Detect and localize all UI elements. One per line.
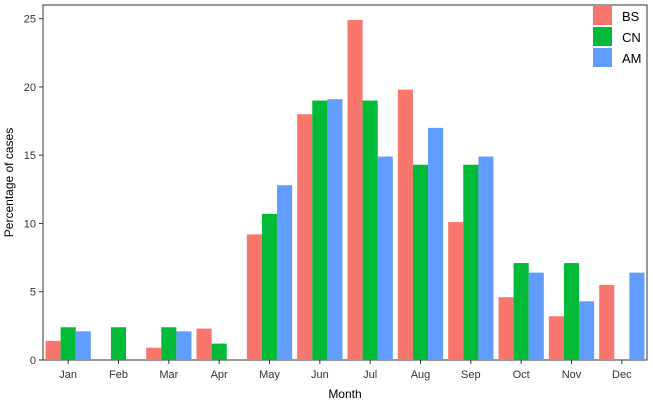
plot-panel	[42, 4, 648, 361]
bar-am-oct	[528, 272, 544, 360]
y-tick-label: 0	[30, 355, 36, 367]
x-tick-label-mar: Mar	[159, 369, 178, 381]
x-tick-label-nov: Nov	[562, 369, 582, 381]
x-tick-label-may: May	[259, 369, 280, 381]
bar-bs-aug	[397, 89, 413, 361]
bar-cn-may	[261, 213, 278, 360]
bar-am-jun	[327, 99, 343, 361]
bar-bs-dec	[599, 284, 615, 360]
bar-cn-jun	[312, 100, 328, 360]
bar-am-jan	[75, 331, 91, 360]
bar-cn-oct	[513, 263, 529, 360]
bar-cn-nov	[563, 263, 580, 360]
legend-label-am: AM	[622, 51, 642, 66]
bar-bs-mar	[146, 347, 162, 360]
legend-key-am	[593, 48, 612, 67]
bar-cn-sep	[463, 164, 479, 360]
x-tick-label-oct: Oct	[513, 369, 530, 381]
y-tick-label: 10	[24, 218, 36, 230]
bar-am-mar	[176, 331, 192, 360]
bar-bs-nov	[548, 316, 564, 360]
bar-cn-feb	[110, 327, 127, 360]
bar-cn-jan	[60, 327, 76, 360]
bar-bs-jul	[347, 20, 363, 361]
y-axis: 0 5 10 15 20 25	[24, 14, 43, 367]
x-axis-title: Month	[328, 387, 361, 401]
bar-bs-may	[246, 234, 262, 360]
legend: BS CN AM	[593, 6, 642, 67]
y-tick-label: 15	[24, 150, 36, 162]
bar-am-jul	[377, 156, 393, 360]
bar-am-aug	[428, 127, 444, 360]
x-tick-label-aug: Aug	[411, 369, 431, 381]
x-tick-label-sep: Sep	[461, 369, 481, 381]
bar-bs-jun	[297, 114, 313, 360]
y-axis-title: Percentage of cases	[2, 128, 16, 237]
y-tick-label: 25	[24, 14, 36, 26]
bar-am-may	[277, 185, 293, 360]
bar-bs-oct	[498, 297, 514, 360]
bar-bs-jan	[45, 340, 61, 360]
legend-key-bs	[593, 6, 612, 25]
legend-label-bs: BS	[622, 9, 640, 24]
bar-am-dec	[629, 272, 645, 360]
x-tick-label-jan: Jan	[59, 369, 77, 381]
bar-cn-mar	[161, 327, 177, 360]
x-tick-label-jul: Jul	[363, 369, 377, 381]
y-tick-label: 20	[24, 82, 36, 94]
bar-cn-aug	[412, 164, 429, 360]
y-tick-label: 5	[30, 287, 36, 299]
bar-am-nov	[579, 301, 595, 360]
bars-layer	[45, 20, 645, 361]
legend-key-cn	[593, 27, 612, 46]
x-axis: Jan Feb Mar Apr May Jun Jul Aug Sep Oct Nov Dec	[59, 360, 632, 381]
x-tick-label-apr: Apr	[211, 369, 228, 381]
x-tick-label-jun: Jun	[311, 369, 329, 381]
bar-am-sep	[478, 156, 494, 360]
bar-bs-sep	[448, 222, 464, 360]
bar-bs-apr	[196, 328, 212, 360]
x-tick-label-feb: Feb	[109, 369, 128, 381]
legend-label-cn: CN	[622, 30, 641, 45]
x-tick-label-dec: Dec	[612, 369, 632, 381]
bar-cn-jul	[362, 100, 378, 360]
bar-cn-apr	[211, 343, 227, 360]
